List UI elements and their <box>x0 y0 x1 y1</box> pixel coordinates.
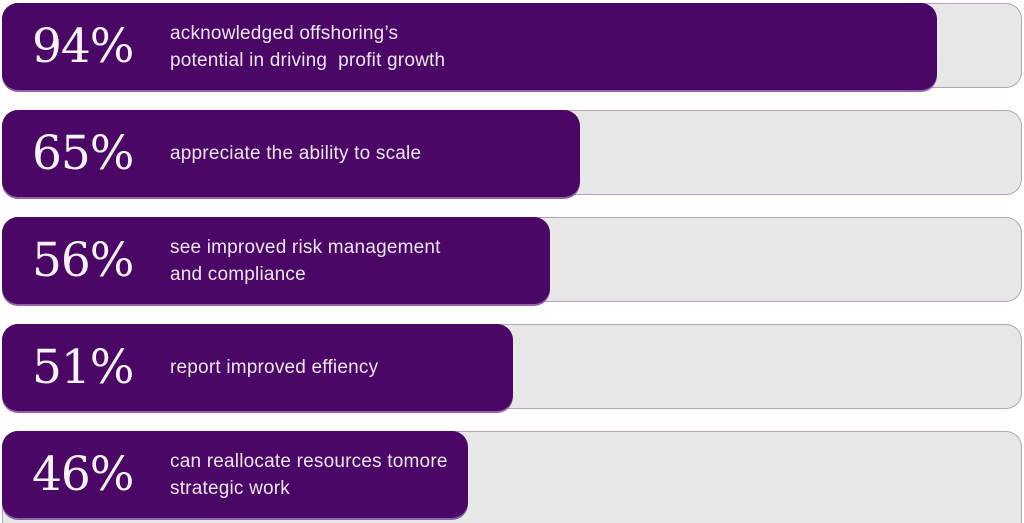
stat-row-ability-to-scale: 65% appreciate the ability to scale <box>2 110 1022 200</box>
bar-fill: 46% can reallocate resources tomore stra… <box>2 431 468 518</box>
stat-description-line: appreciate the ability to scale <box>170 143 422 164</box>
stat-row-reallocate-resources: 46% can reallocate resources tomore stra… <box>2 431 1022 523</box>
stat-percentage: 65% <box>32 126 134 181</box>
stat-description-line: potential in driving profit growth <box>170 49 446 71</box>
stat-description: see improved risk management and complia… <box>170 234 441 288</box>
stat-description-line: report improved effiency <box>170 357 379 378</box>
stat-description-line: can reallocate resources tomore <box>170 450 448 472</box>
bar-fill: 56% see improved risk management and com… <box>2 217 550 304</box>
stat-row-improved-efficiency: 51% report improved effiency <box>2 324 1022 414</box>
stat-description-line: and compliance <box>170 263 306 285</box>
bar-fill: 51% report improved effiency <box>2 324 513 411</box>
stat-description: can reallocate resources tomore strategi… <box>170 448 448 502</box>
stat-percentage: 56% <box>32 233 134 288</box>
stat-description: appreciate the ability to scale <box>170 140 421 167</box>
stat-description: acknowledged offshoring’s potential in d… <box>170 20 445 74</box>
stat-description-line: see improved risk management <box>170 236 441 258</box>
stat-row-profit-growth: 94% acknowledged offshoring’s potential … <box>2 3 1022 93</box>
stat-row-risk-management: 56% see improved risk management and com… <box>2 217 1022 307</box>
stat-description-line: strategic work <box>170 477 291 499</box>
stat-percentage: 51% <box>32 340 134 395</box>
stat-description: report improved effiency <box>170 354 378 381</box>
stat-description-line: acknowledged offshoring’s <box>170 22 399 44</box>
stat-percentage: 46% <box>32 447 134 502</box>
stat-percentage: 94% <box>32 19 134 74</box>
bar-fill: 65% appreciate the ability to scale <box>2 110 580 197</box>
bar-fill: 94% acknowledged offshoring’s potential … <box>2 3 937 90</box>
